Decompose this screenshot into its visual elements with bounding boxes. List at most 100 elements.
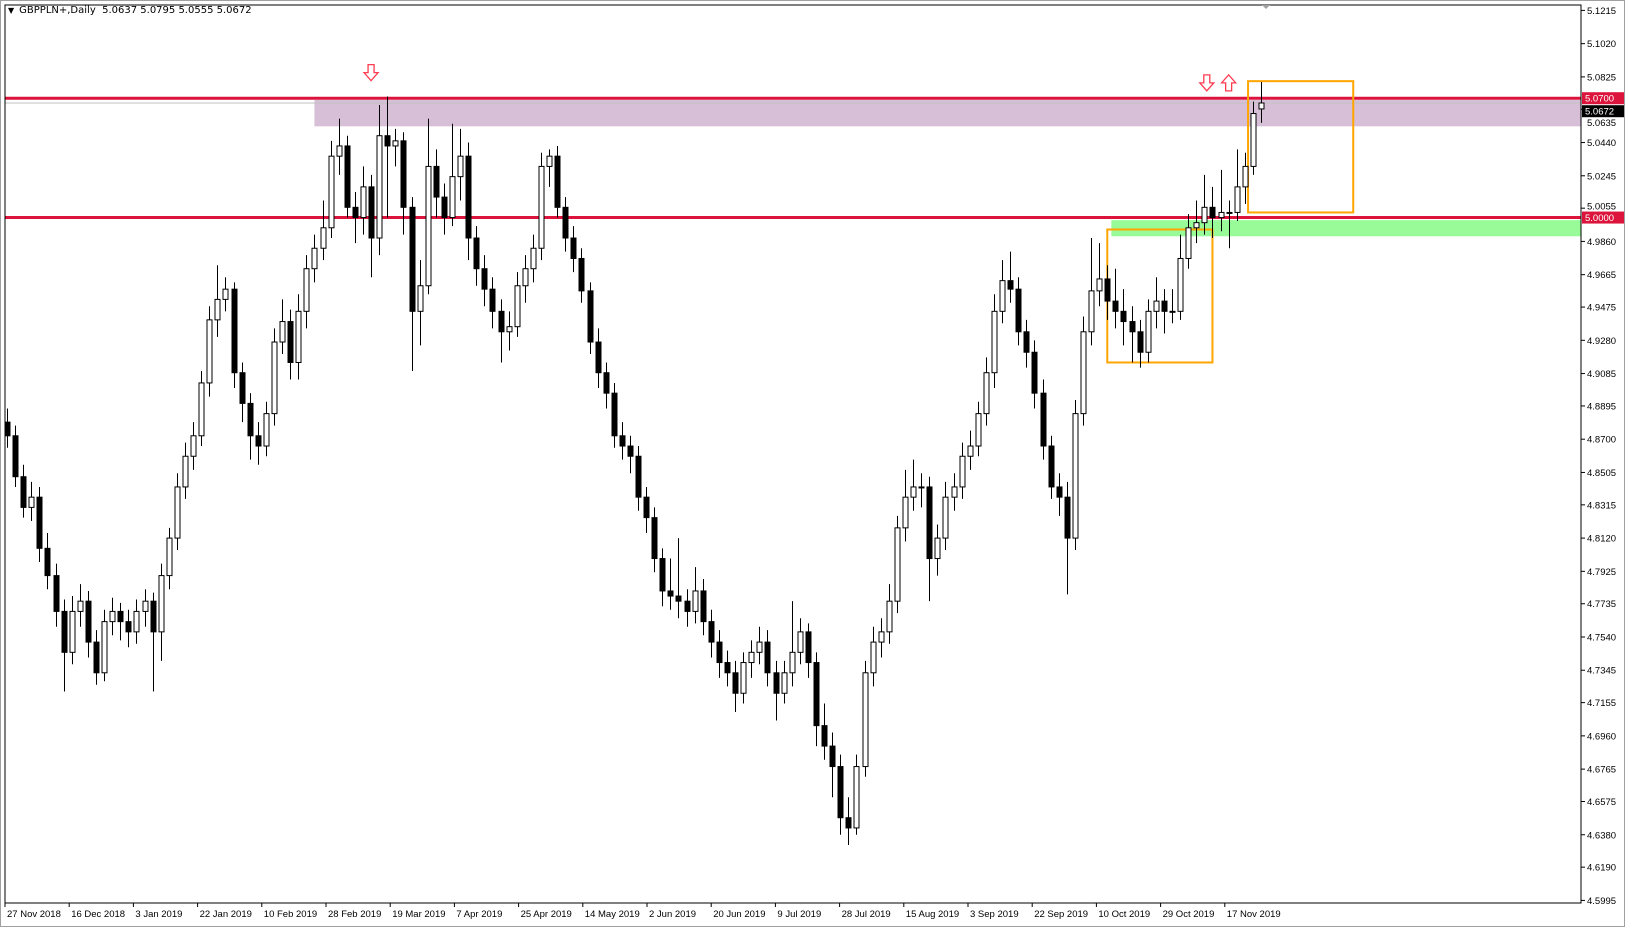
rectangle-box[interactable] — [1247, 80, 1355, 214]
candle-body-bear — [287, 321, 294, 363]
candle — [133, 599, 140, 644]
candle — [732, 660, 739, 712]
arrow-down-icon[interactable] — [1198, 74, 1216, 92]
candle-body-bear — [1104, 278, 1111, 302]
time-axis[interactable]: 27 Nov 2018 16 Dec 2018 3 Jan 2019 22 Jan 2… — [4, 903, 1281, 920]
candle-body-bear — [433, 165, 440, 198]
candle-body-bear — [635, 455, 642, 498]
candle — [611, 382, 618, 448]
candle-body-bear — [570, 237, 577, 259]
price-tick-label: 5.0055 — [1587, 202, 1616, 213]
candle-body-bull — [457, 155, 464, 178]
candle-body-bear — [829, 745, 836, 768]
candle — [311, 234, 318, 283]
price-tick-label: 4.7345 — [1587, 666, 1616, 677]
candle — [853, 754, 860, 835]
candle-body-bear — [400, 140, 407, 208]
candle-body-bear — [239, 372, 246, 404]
date-tick-label: 22 Jan 2019 — [200, 909, 252, 920]
candle — [425, 118, 432, 295]
candle-body-bull — [530, 247, 537, 270]
arrow-up-icon[interactable] — [1220, 73, 1238, 92]
candle — [328, 140, 335, 239]
candle-body-bull — [1169, 310, 1176, 313]
candle-body-bull — [740, 662, 747, 694]
price-tick-label: 4.9280 — [1587, 336, 1616, 347]
candle — [764, 630, 771, 687]
resistance-zone[interactable] — [314, 99, 1581, 127]
candle-body-bull — [934, 537, 941, 560]
candle — [449, 123, 456, 227]
candle — [295, 294, 302, 380]
candle — [287, 309, 294, 380]
arrow-down-icon[interactable] — [362, 63, 380, 82]
candle-body-bear — [651, 517, 658, 560]
candle-body-bear — [20, 476, 27, 508]
candle-body-bull — [77, 600, 84, 612]
candle — [214, 265, 221, 337]
candle — [239, 362, 246, 423]
triangle-down-icon[interactable]: ▼ — [8, 6, 15, 15]
candle-body-bear — [845, 817, 852, 829]
candle-body-bull — [748, 651, 755, 664]
candle-body-bull — [174, 486, 181, 539]
candle-body-bear — [764, 641, 771, 674]
candle — [198, 371, 205, 447]
candle — [845, 797, 852, 845]
candle — [595, 328, 602, 389]
candle-body-bear — [562, 206, 569, 239]
candle — [1250, 101, 1257, 175]
candle-body-bull — [303, 268, 310, 312]
candle — [1193, 200, 1200, 244]
candle — [570, 226, 577, 273]
candle — [578, 248, 585, 303]
candle — [756, 626, 763, 665]
candle-body-bull — [506, 326, 513, 333]
candle-body-bear — [44, 547, 51, 577]
candle-body-bull — [109, 610, 116, 623]
candle — [894, 515, 901, 614]
candle — [975, 401, 982, 457]
candle-body-bull — [263, 413, 270, 447]
candle — [1218, 169, 1225, 232]
candle-body-bull — [951, 486, 958, 498]
level-price-tag-bg — [1582, 211, 1624, 224]
candle-body-bull — [853, 766, 860, 829]
candle-body-bull — [789, 651, 796, 674]
candle — [465, 142, 472, 261]
candle — [967, 430, 974, 470]
candle — [805, 623, 812, 678]
price-axis[interactable]: 5.1215 5.1020 5.0825 5.0635 5.0440 5.0245 5.00… — [1581, 6, 1616, 907]
candle — [951, 473, 958, 511]
candle — [878, 618, 885, 658]
candle-body-bear — [1112, 300, 1119, 312]
candle-body-bear — [595, 341, 602, 374]
candle-body-bear — [1031, 351, 1038, 394]
candle-body-bull — [1258, 102, 1265, 110]
candle — [36, 486, 43, 562]
candle-body-bull — [1234, 186, 1241, 213]
price-tick-label: 5.1215 — [1587, 6, 1616, 17]
candle-body-bear — [724, 662, 731, 674]
price-tick-label: 5.0440 — [1587, 138, 1616, 149]
candle-body-bull — [1080, 331, 1087, 415]
candle — [716, 630, 723, 678]
candle — [886, 584, 893, 644]
candle — [991, 294, 998, 389]
candle-body-bear — [821, 725, 828, 747]
candle-body-bear — [554, 155, 561, 208]
candle — [942, 481, 949, 551]
candle — [1226, 200, 1233, 249]
candle — [1088, 238, 1095, 346]
candle-body-bull — [797, 631, 804, 653]
candle-body-bear — [1015, 288, 1022, 333]
chart-shift-marker-icon[interactable] — [1262, 5, 1270, 9]
candle — [1137, 319, 1144, 368]
candle — [675, 538, 682, 619]
candle — [1056, 473, 1063, 516]
candle — [473, 226, 480, 286]
candle — [870, 626, 877, 687]
candle-body-bull — [522, 268, 529, 287]
support-zone[interactable] — [1111, 220, 1581, 237]
